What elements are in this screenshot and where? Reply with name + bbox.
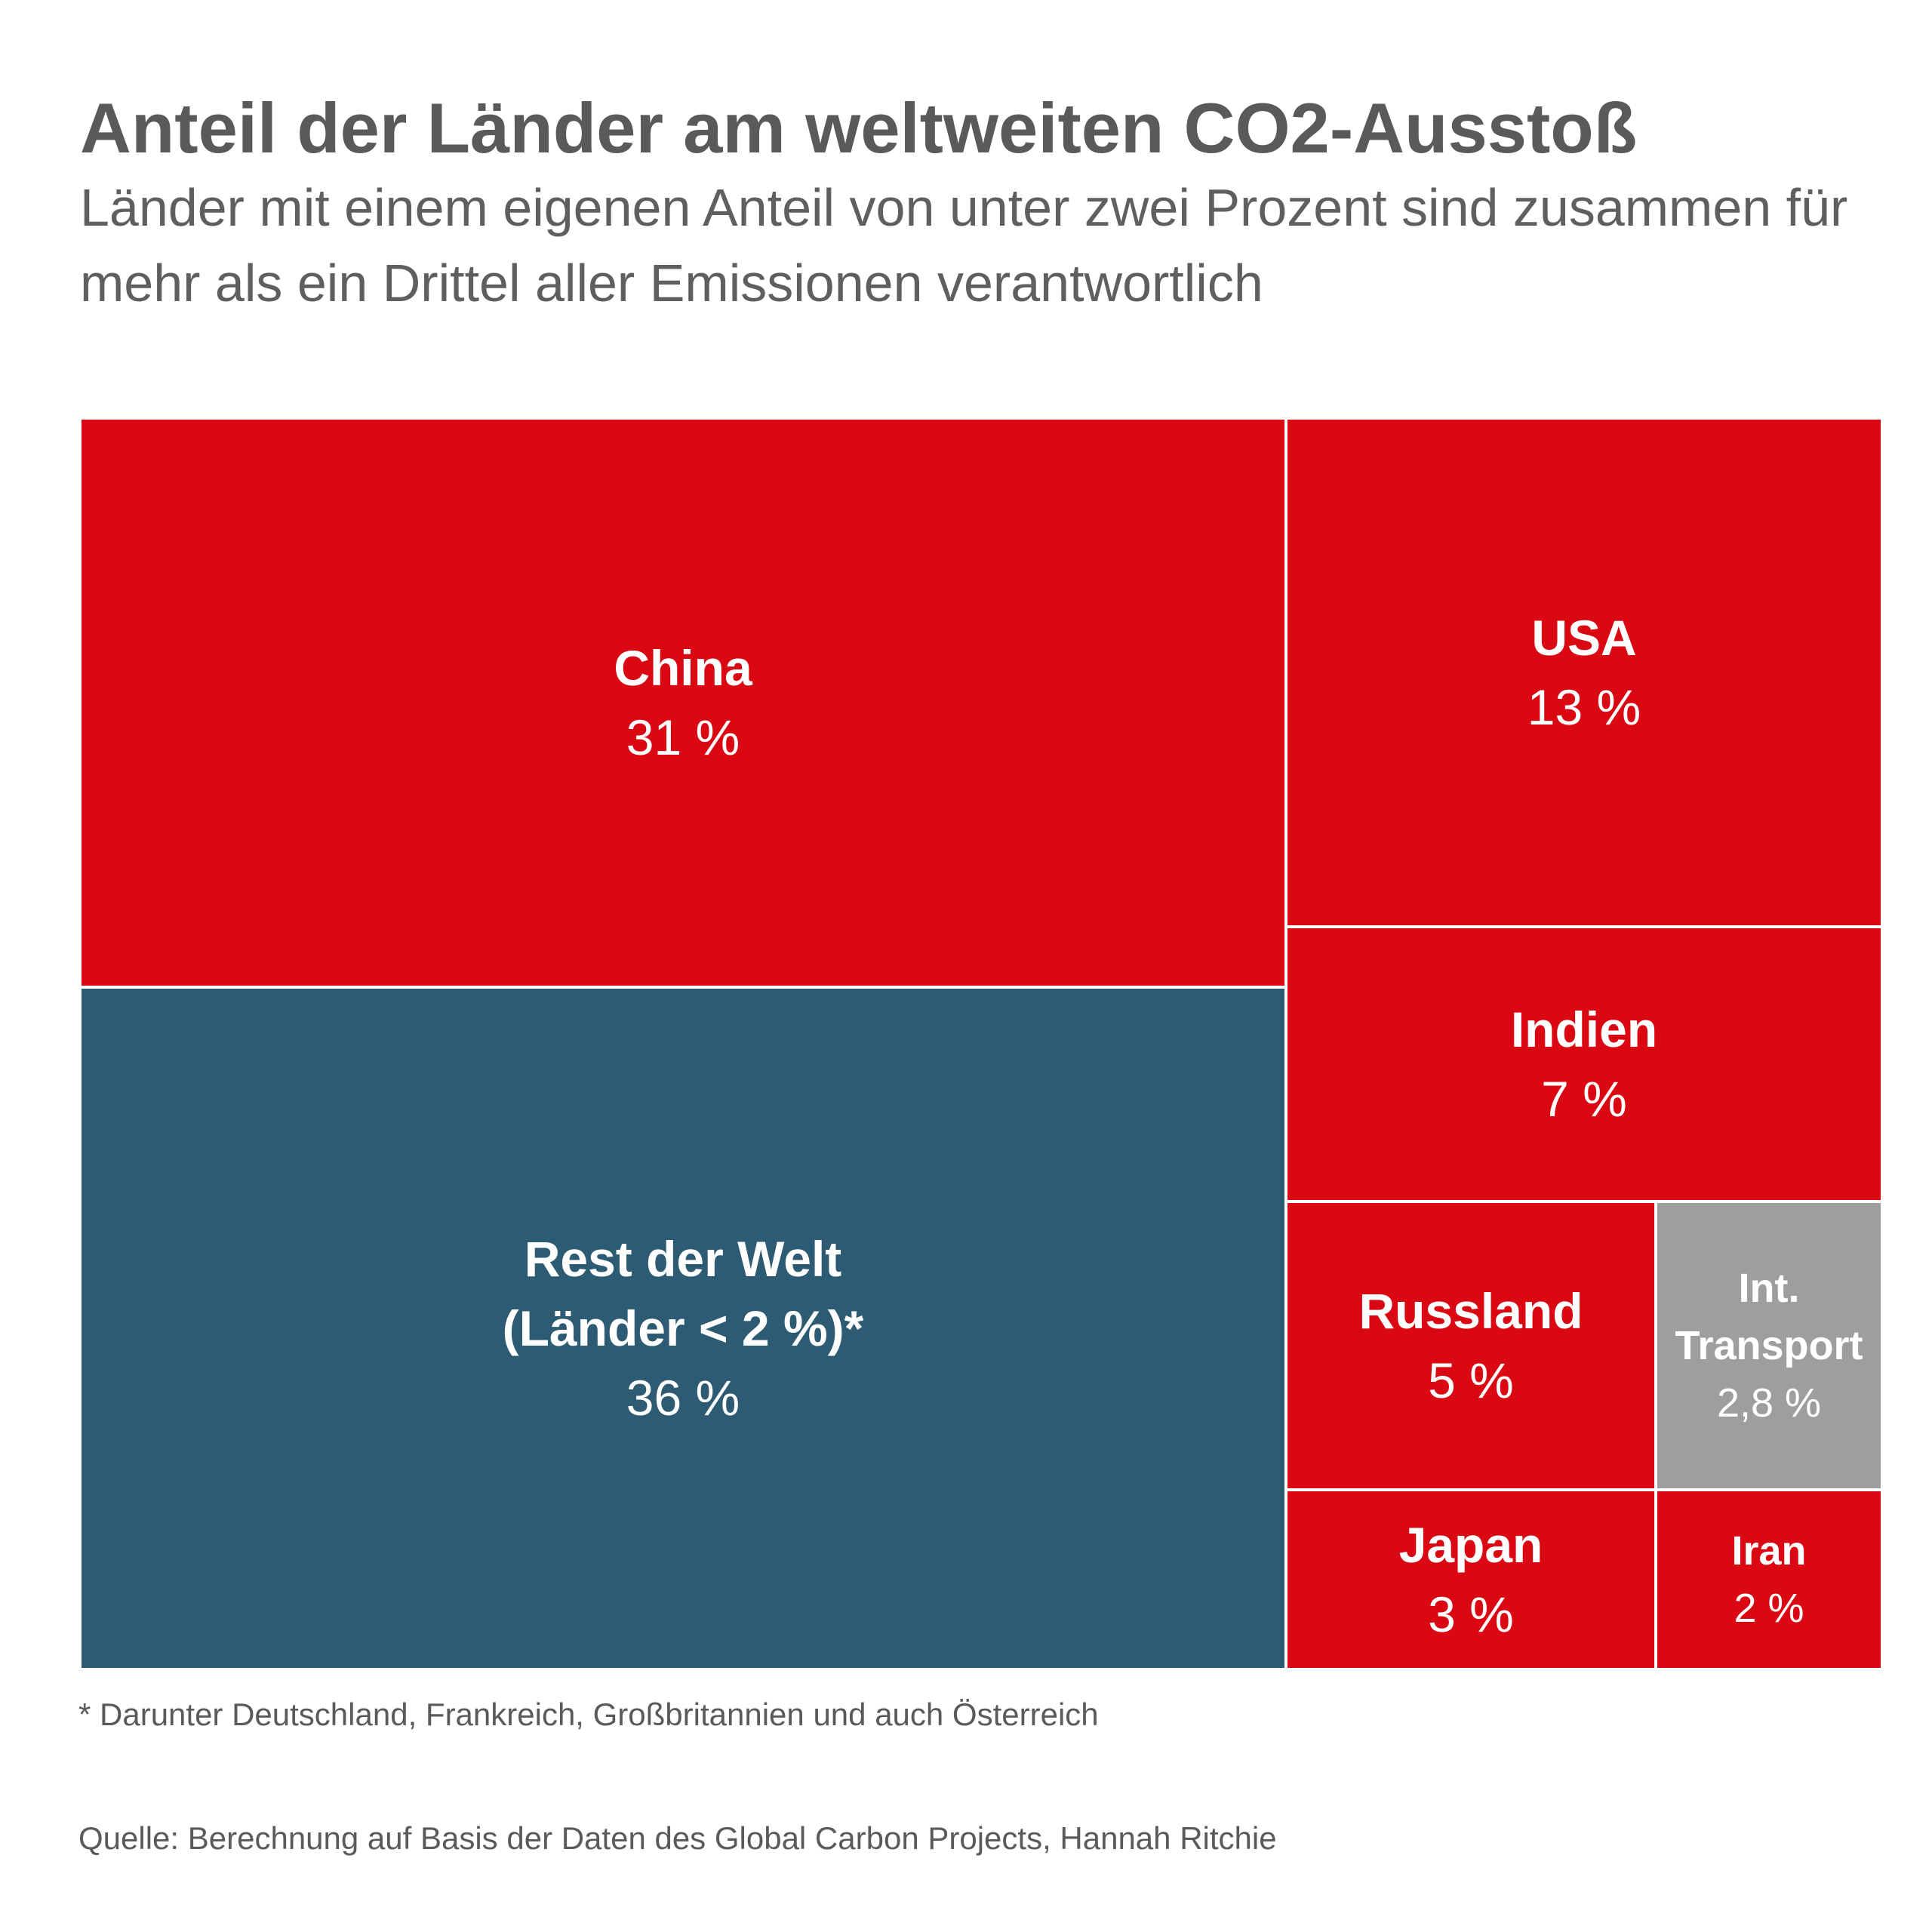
tile-label: Russland <box>1358 1283 1583 1339</box>
tile-value: 5 % <box>1428 1352 1514 1408</box>
treemap-tile-int: Int. Transport 2,8 % <box>1657 1203 1881 1488</box>
chart-source: Quelle: Berechnung auf Basis der Daten d… <box>78 1820 1277 1856</box>
treemap-tile-usa: USA 13 % <box>1287 420 1881 925</box>
treemap-tile-japan: Japan 3 % <box>1287 1491 1654 1668</box>
tile-label: Iran <box>1731 1528 1807 1574</box>
tile-label: Japan <box>1398 1517 1543 1573</box>
tile-label: China <box>614 640 752 696</box>
tile-label: Indien <box>1510 1001 1658 1057</box>
tile-label: Int. Transport <box>1675 1266 1863 1368</box>
tile-value: 13 % <box>1527 679 1641 735</box>
tile-value: 3 % <box>1428 1586 1514 1642</box>
treemap-tile-china: China 31 % <box>82 420 1284 986</box>
chart-subtitle: Länder mit einem eigenen Anteil von unte… <box>80 178 1848 312</box>
tile-value: 31 % <box>626 709 740 765</box>
tile-value: 7 % <box>1541 1071 1627 1127</box>
treemap-chart: Rest der Welt (Länder < 2 %)* 36 % China 31… <box>82 420 1881 1668</box>
tile-value: 36 % <box>626 1370 740 1426</box>
treemap-tile-iran: Iran 2 % <box>1657 1491 1881 1668</box>
treemap-tile-rest-der-welt: Rest der Welt (Länder < 2 %)* 36 % <box>82 989 1284 1668</box>
chart-footnote: * Darunter Deutschland, Frankreich, Groß… <box>78 1697 1099 1732</box>
chart-title: Anteil der Länder am weltweiten CO2-Auss… <box>80 88 1638 168</box>
tile-value: 2 % <box>1734 1586 1804 1631</box>
tile-label: USA <box>1531 610 1637 666</box>
treemap-tile-indien: Indien 7 % <box>1287 928 1881 1200</box>
tile-value: 2,8 % <box>1716 1380 1822 1426</box>
treemap-tile-russland: Russland 5 % <box>1287 1203 1654 1488</box>
tile-label: Rest der Welt (Länder < 2 %)* <box>502 1231 864 1356</box>
